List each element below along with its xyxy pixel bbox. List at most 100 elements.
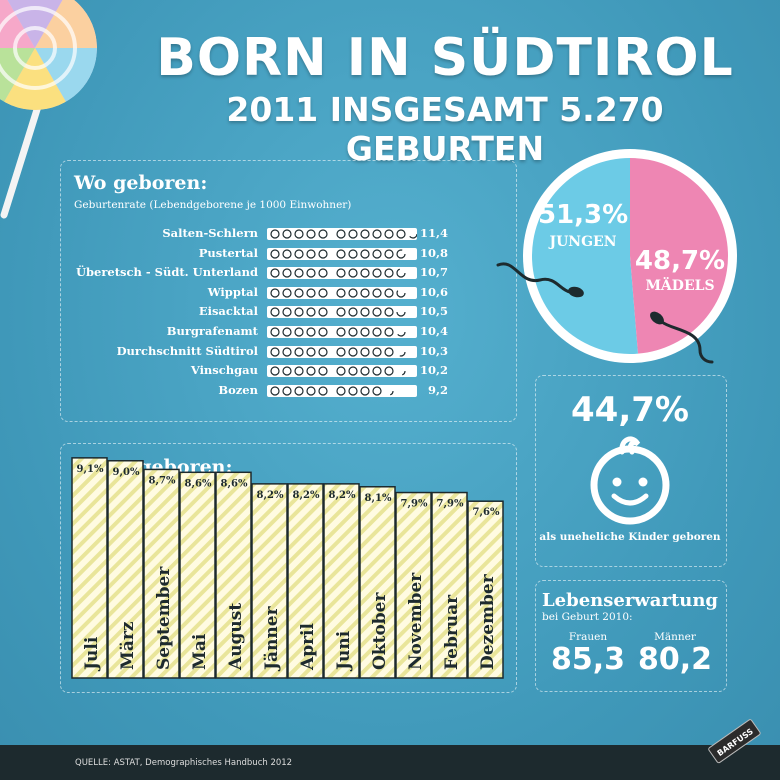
birthrate-label: Wipptal — [207, 284, 258, 299]
month-label: Jänner — [262, 605, 282, 672]
boys-label: JUNGEN — [549, 234, 617, 250]
birthrate-bar — [267, 267, 417, 280]
birthrate-bar — [267, 306, 417, 319]
birthrate-label: Salten-Schlern — [162, 226, 258, 240]
lollipop-icon — [0, 0, 97, 219]
birthrate-bar — [267, 247, 417, 260]
month-label: August — [226, 603, 246, 671]
birthrate-value: 10,4 — [420, 324, 449, 338]
life-expectancy-heading: Lebenserwartung — [542, 590, 719, 611]
birthrate-value: 10,6 — [420, 284, 449, 299]
baby-icons — [270, 327, 406, 337]
baby-icons — [270, 307, 406, 317]
month-value: 8,2% — [257, 490, 284, 501]
month-bar — [215, 471, 252, 679]
month-value: 8,2% — [329, 490, 356, 501]
men-value: 80,2 — [637, 642, 713, 677]
page-title: BORN IN SÜDTIROL — [156, 28, 734, 88]
baby-icons — [270, 229, 417, 239]
birthrate-value: 10,8 — [420, 245, 449, 260]
birthrate-bar — [267, 384, 417, 397]
month-value: 8,1% — [365, 493, 392, 504]
birthrate-note: Geburtenrate (Lebendgeborene je 1000 Ein… — [74, 199, 352, 211]
month-value: 7,9% — [401, 499, 428, 510]
illegitimate-panel — [535, 375, 727, 567]
month-bar — [431, 491, 468, 679]
birthrate-value: 10,2 — [420, 363, 449, 378]
month-value: 7,9% — [437, 499, 464, 510]
life-expectancy-panel — [535, 580, 727, 692]
month-bar — [107, 460, 144, 679]
month-value: 9,0% — [113, 467, 140, 478]
month-label: Dezember — [478, 573, 498, 670]
birthrate-label: Durchschnitt Südtirol — [116, 343, 258, 358]
month-label: November — [406, 572, 426, 670]
birthrate-bar — [267, 345, 417, 358]
month-label: Juni — [334, 630, 354, 672]
pie-slice-girls — [630, 158, 728, 354]
month-bar — [323, 483, 360, 679]
women-value: 85,3 — [550, 642, 626, 677]
month-value: 8,6% — [221, 478, 248, 489]
sperm-icon — [660, 320, 714, 364]
month-label: September — [154, 566, 174, 670]
birthrate-label: Vinschgau — [190, 363, 258, 378]
sperm-head-icon — [650, 311, 664, 325]
pie-slice-boys — [531, 158, 638, 355]
month-bar — [287, 483, 324, 679]
baby-icons — [270, 346, 406, 357]
men-label: Männer — [654, 631, 696, 643]
baby-icons — [270, 268, 406, 278]
birthrate-label: Überetsch - Südt. Unterland — [75, 265, 258, 280]
month-panel — [60, 443, 517, 693]
birthrate-label: Bozen — [218, 382, 258, 397]
source-note: QUELLE: ASTAT, Demographisches Handbuch … — [75, 758, 293, 768]
month-label: März — [118, 621, 138, 670]
girls-percentage: 48,7% — [634, 246, 726, 276]
birthrate-value: 11,4 — [420, 226, 449, 240]
birthrate-label: Eisacktal — [198, 304, 258, 319]
birthrate-bar — [267, 286, 417, 299]
baby-icons — [270, 366, 406, 376]
birthrate-bar — [267, 326, 417, 338]
baby-icons — [270, 386, 394, 396]
month-value: 8,7% — [149, 475, 176, 486]
brand-logo: BARFUSS — [708, 719, 761, 764]
month-value: 8,6% — [185, 478, 212, 489]
month-bar — [395, 491, 432, 679]
birthrate-label: Burgrafenamt — [166, 324, 258, 338]
baby-icons — [270, 288, 406, 298]
month-bar — [467, 500, 504, 679]
girls-label: MÄDELS — [645, 278, 715, 294]
month-value: 7,6% — [473, 507, 500, 518]
month-bar — [251, 483, 288, 679]
women-label: Frauen — [568, 631, 608, 643]
month-bar — [359, 486, 396, 679]
birthrate-bar — [267, 228, 417, 240]
illegitimate-percentage: 44,7% — [571, 390, 689, 430]
gender-pie — [496, 149, 737, 364]
life-expectancy-sub: bei Geburt 2010: — [542, 611, 633, 623]
month-label: Mai — [190, 633, 210, 670]
birthrate-value: 9,2 — [427, 382, 448, 397]
month-value: 9,1% — [77, 464, 104, 475]
baby-icons — [270, 248, 406, 259]
month-value: 8,2% — [293, 490, 320, 501]
month-bar — [71, 457, 108, 679]
month-bar — [143, 468, 180, 679]
birthrate-value: 10,3 — [420, 343, 449, 358]
month-label: Oktober — [370, 592, 390, 670]
boys-percentage: 51,3% — [538, 200, 629, 230]
birthrate-panel — [60, 160, 517, 422]
birthrate-label: Pustertal — [198, 245, 258, 260]
birthrate-value: 10,5 — [420, 304, 449, 319]
birthrate-value: 10,7 — [420, 265, 449, 280]
month-label: April — [298, 623, 318, 671]
footer: QUELLE: ASTAT, Demographisches Handbuch … — [0, 745, 780, 780]
birthrate-heading: Wo geboren: — [74, 172, 208, 194]
sperm-icon — [496, 262, 572, 294]
birthrate-bar — [267, 365, 417, 378]
month-label: Juli — [82, 636, 102, 672]
month-bar — [179, 471, 216, 679]
